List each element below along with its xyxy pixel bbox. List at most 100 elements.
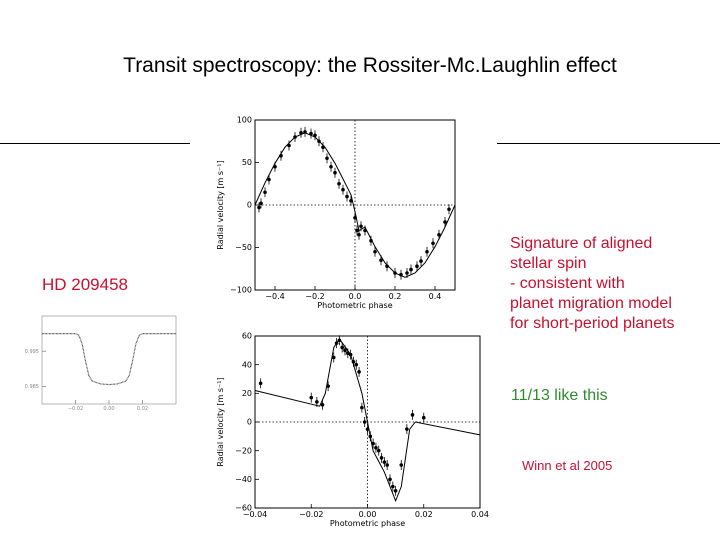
data-point <box>326 384 330 388</box>
data-point <box>379 456 384 460</box>
data-point <box>259 201 263 206</box>
data-point <box>355 228 359 233</box>
data-point <box>309 395 314 400</box>
x-tick-label: 0.00 <box>359 510 377 519</box>
y-tick-label: 0.985 <box>25 384 39 390</box>
data-point <box>359 224 363 229</box>
data-point <box>443 220 447 224</box>
y-tick-label: −100 <box>230 286 252 295</box>
x-axis-label: Photometric phase <box>330 519 405 528</box>
data-point <box>409 267 413 272</box>
signature-line: Signature of aligned <box>510 235 653 252</box>
data-point <box>346 351 350 355</box>
model-curve <box>254 338 481 503</box>
data-point <box>393 489 398 493</box>
signature-line: for short-period planets <box>510 315 675 332</box>
data-point <box>337 181 341 186</box>
data-point <box>348 352 353 357</box>
y-tick-label: 0 <box>247 201 252 210</box>
data-point <box>360 405 364 410</box>
y-tick-label: 50 <box>242 158 252 167</box>
data-point <box>340 345 344 350</box>
data-point <box>425 249 429 254</box>
data-point <box>331 355 336 360</box>
data-point <box>354 362 359 367</box>
data-point <box>410 413 415 417</box>
data-point <box>447 207 451 212</box>
x-tick-label: −0.04 <box>243 510 268 519</box>
y-axis-label: Radial velocity [m s⁻¹] <box>216 160 225 249</box>
y-tick-label: −20 <box>235 446 252 455</box>
data-point <box>341 187 345 192</box>
data-point <box>287 143 291 148</box>
signature-line: - consistent with <box>510 275 625 292</box>
data-point <box>385 264 389 268</box>
data-point <box>363 228 367 233</box>
data-point <box>421 415 426 420</box>
data-point <box>320 403 325 407</box>
signature-text: Signature of aligned stellar spin - cons… <box>510 234 715 334</box>
data-point <box>273 164 277 169</box>
x-tick-label: 0.04 <box>471 510 489 519</box>
x-tick-label: −0.02 <box>299 510 324 519</box>
x-tick-label: 0.02 <box>137 406 148 412</box>
data-point <box>437 232 441 237</box>
data-point <box>382 460 387 464</box>
data-point <box>329 164 333 169</box>
y-tick-label: −40 <box>235 475 252 484</box>
data-point <box>349 198 353 203</box>
data-point <box>325 156 329 161</box>
data-point <box>357 370 361 374</box>
data-point <box>415 264 419 268</box>
rv-full-orbit-chart: −0.4 −0.2 0.0 0.2 0.4 −100 −50 0 50 100 Photometri… <box>216 116 456 310</box>
data-point <box>405 271 409 275</box>
data-point <box>371 441 375 446</box>
x-tick-label: 0.00 <box>103 406 114 412</box>
data-point <box>315 400 319 404</box>
data-point <box>362 420 367 424</box>
data-point <box>257 205 261 210</box>
data-point <box>313 133 317 138</box>
y-tick-label: −50 <box>235 243 252 252</box>
x-tick-label: −0.02 <box>68 406 83 412</box>
data-point <box>299 130 303 135</box>
data-point <box>321 145 325 149</box>
transit-lightcurve-chart: −0.02 0.00 0.02 0.985 0.995 <box>25 315 177 412</box>
x-tick-label: 0.2 <box>389 292 402 301</box>
data-point <box>263 190 267 195</box>
y-tick-label: 40 <box>242 360 252 369</box>
data-point <box>351 360 356 364</box>
data-point <box>373 249 377 254</box>
citation: Winn et al 2005 <box>522 458 613 473</box>
count-note: 11/13 like this <box>511 387 608 404</box>
target-name: HD 209458 <box>42 275 129 294</box>
signature-line: planet migration model <box>510 295 672 312</box>
data-point <box>393 271 397 275</box>
data-point <box>357 232 361 237</box>
data-point <box>368 434 373 439</box>
slide-title: Transit spectroscopy: the Rossiter-Mc.La… <box>123 54 617 77</box>
model-curve <box>254 132 456 278</box>
data-point <box>258 381 263 386</box>
data-point <box>293 135 297 139</box>
data-point <box>303 130 307 134</box>
lightcurve-line <box>42 333 176 386</box>
data-point <box>365 427 370 431</box>
data-point <box>334 341 339 345</box>
data-point <box>385 463 389 467</box>
data-point <box>374 446 378 450</box>
x-tick-label: 0.4 <box>429 292 442 301</box>
data-point <box>399 463 404 467</box>
right-rule <box>497 143 720 144</box>
y-tick-label: 0 <box>247 418 252 427</box>
data-point <box>419 259 423 263</box>
plot-frame <box>41 315 177 405</box>
data-point <box>343 348 347 353</box>
left-rule <box>0 143 190 144</box>
data-point <box>267 177 271 182</box>
data-point <box>353 215 357 220</box>
y-tick-label: 60 <box>242 332 252 341</box>
data-point <box>376 448 381 453</box>
x-tick-label: −0.4 <box>265 292 284 301</box>
y-tick-label: 100 <box>237 116 252 125</box>
